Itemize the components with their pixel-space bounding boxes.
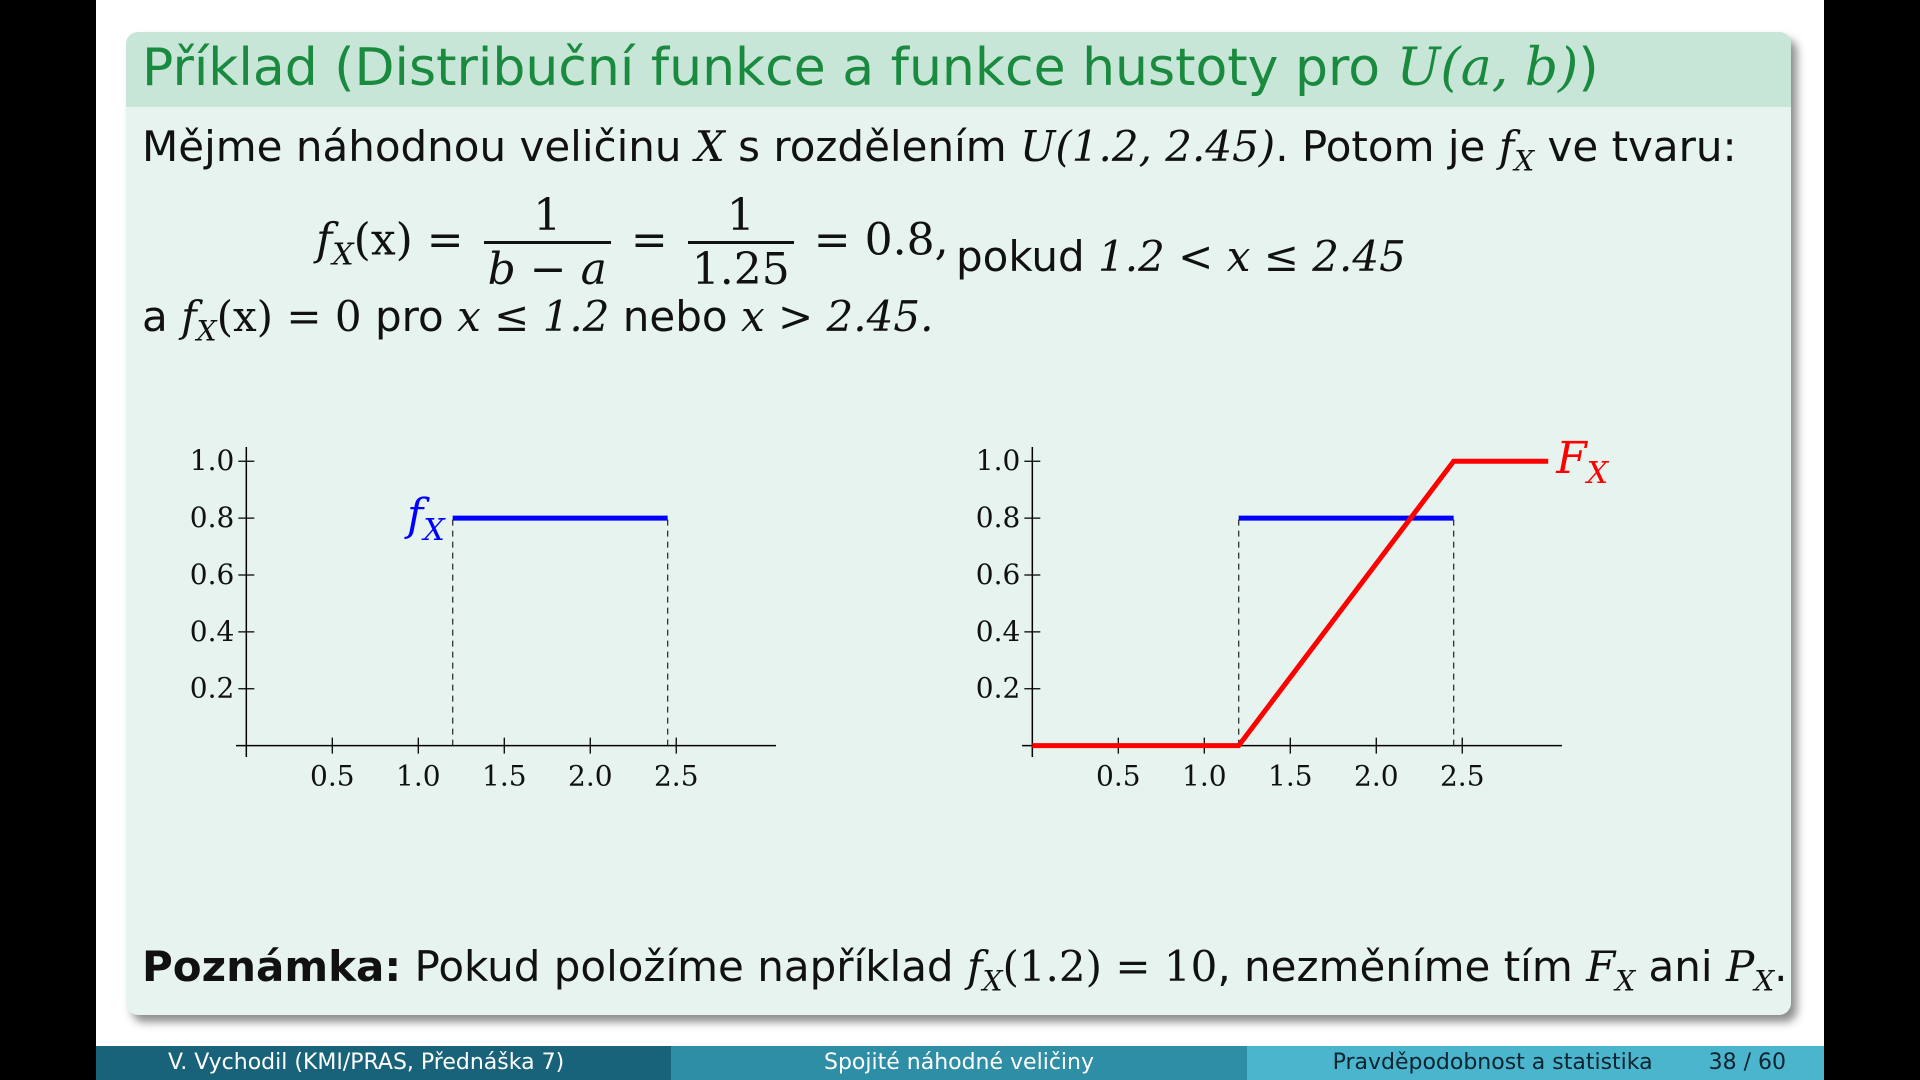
fx-series-label: fX [404, 490, 446, 548]
x-tick-label: 0.5 [1096, 760, 1141, 793]
Fx-series-label: FX [1555, 433, 1610, 491]
footer-author: V. Vychodil (KMI/PRAS, Přednáška 7) [96, 1046, 671, 1080]
x-tick-label: 2.5 [1440, 760, 1485, 793]
fraction-numeric: 1 1.25 [687, 190, 794, 295]
y-tick-label: 0.6 [976, 558, 1021, 591]
page-number: 38 / 60 [1708, 1050, 1786, 1075]
footer-course: Pravděpodobnost a statistika 38 / 60 [1247, 1046, 1824, 1080]
x-tick-label: 1.5 [482, 760, 527, 793]
y-tick-label: 0.6 [190, 558, 235, 591]
y-tick-label: 0.8 [190, 501, 235, 534]
block-title-bar: Příklad (Distribuční funkce a funkce hus… [126, 32, 1791, 107]
y-tick-label: 0.2 [190, 672, 235, 705]
y-tick-label: 0.4 [976, 615, 1021, 648]
footer-topic: Spojité náhodné veličiny [671, 1046, 1247, 1080]
density-chart: 0.5 1.0 1.5 2.0 2.5 0.2 0.4 0.6 0.8 1.0 fX [190, 444, 776, 793]
x-tick-label: 2.0 [1354, 760, 1399, 793]
x-tick-label: 0.5 [310, 760, 355, 793]
example-block: Příklad (Distribuční funkce a funkce hus… [126, 32, 1791, 1015]
y-tick-label: 1.0 [976, 444, 1021, 477]
y-tick-label: 1.0 [190, 444, 235, 477]
note-label: Poznámka: [142, 942, 402, 991]
y-tick-label: 0.8 [976, 501, 1021, 534]
x-tick-label: 1.0 [1182, 760, 1227, 793]
series-line [1032, 458, 1549, 749]
slide: Příklad (Distribuční funkce a funkce hus… [96, 0, 1824, 1080]
x-tick-label: 2.5 [654, 760, 699, 793]
block-title: Příklad (Distribuční funkce a funkce hus… [142, 38, 1599, 98]
y-tick-label: 0.2 [976, 672, 1021, 705]
otherwise-sentence: a fX(x) = 0 pro x ≤ 1.2 nebo x > 2.45. [142, 292, 934, 348]
footer: V. Vychodil (KMI/PRAS, Přednáška 7) Spoj… [96, 1046, 1824, 1080]
x-tick-label: 1.5 [1268, 760, 1313, 793]
x-tick-label: 1.0 [396, 760, 441, 793]
cdf-chart: 0.5 1.0 1.5 2.0 2.5 0.2 0.4 0.6 0.8 1.0 FX [976, 433, 1610, 793]
formula-condition: pokud 1.2 < x ≤ 2.45 [956, 232, 1406, 281]
intro-sentence: Mějme náhodnou veličinu X s rozdělením U… [142, 122, 1737, 178]
note-sentence: Poznámka: Pokud položíme například fX(1.… [142, 942, 1788, 998]
x-tick-label: 2.0 [568, 760, 613, 793]
y-tick-label: 0.4 [190, 615, 235, 648]
